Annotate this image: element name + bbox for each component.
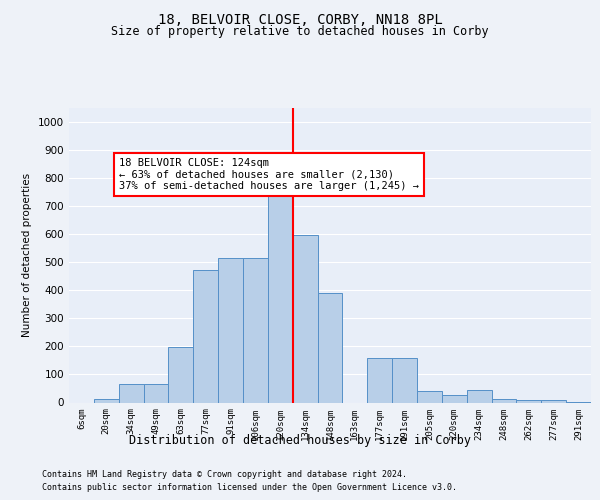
Text: Size of property relative to detached houses in Corby: Size of property relative to detached ho…	[111, 25, 489, 38]
Text: Distribution of detached houses by size in Corby: Distribution of detached houses by size …	[129, 434, 471, 447]
Bar	[243, 258, 268, 402]
Bar	[517, 400, 541, 402]
Text: Contains HM Land Registry data © Crown copyright and database right 2024.: Contains HM Land Registry data © Crown c…	[42, 470, 407, 479]
Bar	[169, 347, 193, 403]
Bar	[392, 358, 417, 403]
Bar	[94, 399, 119, 402]
Bar	[442, 396, 467, 402]
Bar	[268, 190, 293, 402]
Bar	[293, 236, 317, 402]
Bar	[317, 293, 343, 403]
Bar	[367, 358, 392, 403]
Bar	[218, 258, 243, 402]
Bar	[119, 384, 143, 402]
Y-axis label: Number of detached properties: Number of detached properties	[22, 173, 32, 337]
Bar	[491, 399, 517, 402]
Text: Contains public sector information licensed under the Open Government Licence v3: Contains public sector information licen…	[42, 482, 457, 492]
Bar	[417, 392, 442, 402]
Bar	[541, 400, 566, 402]
Text: 18 BELVOIR CLOSE: 124sqm
← 63% of detached houses are smaller (2,130)
37% of sem: 18 BELVOIR CLOSE: 124sqm ← 63% of detach…	[119, 158, 419, 192]
Bar	[193, 270, 218, 402]
Bar	[143, 384, 169, 402]
Text: 18, BELVOIR CLOSE, CORBY, NN18 8PL: 18, BELVOIR CLOSE, CORBY, NN18 8PL	[158, 12, 442, 26]
Bar	[467, 390, 491, 402]
